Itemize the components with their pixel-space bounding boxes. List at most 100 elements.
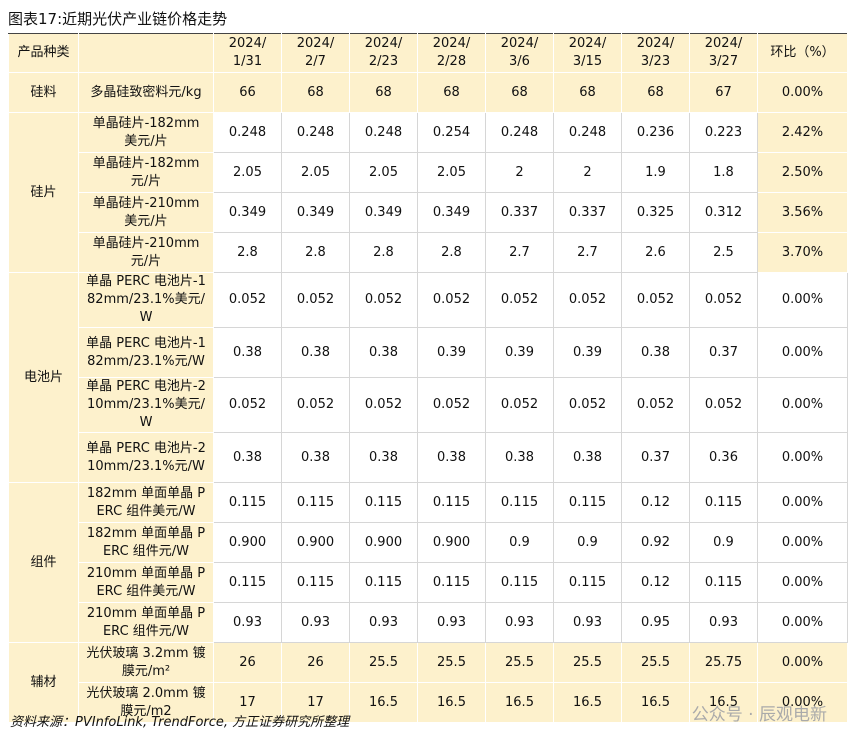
product-label: 单晶 PERC 电池片-210mm/23.1%美元/W bbox=[86, 379, 206, 430]
value-cell: 0.248 bbox=[485, 112, 554, 153]
value-cell: 0.38 bbox=[213, 432, 282, 483]
value-cell: 0.052 bbox=[213, 377, 282, 433]
value-cell: 0.052 bbox=[417, 272, 486, 328]
value-cell: 25.5 bbox=[621, 642, 690, 683]
product-label: 多晶硅致密料元/kg bbox=[90, 84, 202, 100]
change-cell: 0.00% bbox=[757, 72, 848, 113]
value-cell: 68 bbox=[281, 72, 350, 113]
value-cell: 0.115 bbox=[281, 562, 350, 603]
table-row: 单晶 PERC 电池片-210mm/23.1%元/W 0.38 0.38 0.38 0.… bbox=[9, 432, 848, 483]
value-cell: 0.115 bbox=[553, 562, 622, 603]
product-cell: 182mm 单面单晶 PERC 组件元/W bbox=[78, 522, 214, 563]
table-row: 210mm 单面单晶 PERC 组件元/W 0.93 0.93 0.93 0.93 0.9… bbox=[9, 602, 848, 643]
product-label: 单晶硅片-182mm 元/片 bbox=[92, 155, 200, 189]
change-cell: 0.00% bbox=[757, 272, 848, 328]
value-cell: 0.115 bbox=[689, 562, 758, 603]
value-cell: 0.93 bbox=[689, 602, 758, 643]
value-cell: 17 bbox=[281, 682, 350, 723]
table-row: 单晶硅片-182mm 元/片 2.05 2.05 2.05 2.05 2 2 1.9 1.8 2.… bbox=[9, 152, 848, 193]
value-cell: 0.236 bbox=[621, 112, 690, 153]
value-cell: 0.052 bbox=[417, 377, 486, 433]
change-cell: 0.00% bbox=[757, 522, 848, 563]
header-row: 产品种类 2024/1/31 2024/2/7 2024/2/23 2024/2/28 2… bbox=[8, 33, 848, 73]
table-row: 210mm 单面单晶 PERC 组件美元/W 0.115 0.115 0.115 0.1… bbox=[9, 562, 848, 603]
value-cell: 0.349 bbox=[349, 192, 418, 233]
value-cell: 1.8 bbox=[689, 152, 758, 193]
value-cell: 0.115 bbox=[417, 482, 486, 523]
value-cell: 0.254 bbox=[417, 112, 486, 153]
value-cell: 0.115 bbox=[349, 482, 418, 523]
value-cell: 2.7 bbox=[553, 232, 622, 273]
table-row: 硅片 单晶硅片-182mm 美元/片 0.248 0.248 0.248 0.254 0.2… bbox=[8, 112, 848, 273]
value-cell: 16.5 bbox=[349, 682, 418, 723]
value-cell: 0.052 bbox=[689, 377, 758, 433]
price-table: 产品种类 2024/1/31 2024/2/7 2024/2/23 2024/2/28 2… bbox=[8, 33, 848, 723]
value-cell: 68 bbox=[349, 72, 418, 113]
value-cell: 0.052 bbox=[485, 377, 554, 433]
value-cell: 0.9 bbox=[689, 522, 758, 563]
value-cell: 0.337 bbox=[485, 192, 554, 233]
value-cell: 2.05 bbox=[417, 152, 486, 193]
value-cell: 0.052 bbox=[213, 272, 282, 328]
table-row: 单晶 PERC 电池片-210mm/23.1%美元/W 0.052 0.052 0.0… bbox=[9, 377, 848, 433]
header-cell: 2024/3/6 bbox=[485, 33, 554, 73]
value-cell: 0.115 bbox=[213, 482, 282, 523]
value-cell: 26 bbox=[213, 642, 282, 683]
product-cell: 单晶 PERC 电池片-182mm/23.1%美元/W bbox=[78, 272, 214, 328]
change-cell: 2.50% bbox=[757, 152, 848, 193]
value-cell: 0.93 bbox=[417, 602, 486, 643]
date-label: 2024/2/7 bbox=[296, 36, 335, 69]
value-cell: 2.8 bbox=[417, 232, 486, 273]
value-cell: 0.39 bbox=[553, 327, 622, 378]
header-cell: 2024/3/15 bbox=[553, 33, 622, 73]
group-cell: 辅材 bbox=[8, 642, 79, 723]
date-label: 2024/1/31 bbox=[228, 36, 267, 69]
table-row: 组件 182mm 单面单晶 PERC 组件美元/W 0.115 0.115 0.115 0… bbox=[8, 482, 848, 643]
value-cell: 0.248 bbox=[349, 112, 418, 153]
value-cell: 0.38 bbox=[213, 327, 282, 378]
value-cell: 0.38 bbox=[485, 432, 554, 483]
value-cell: 2.6 bbox=[621, 232, 690, 273]
change-cell: 0.00% bbox=[757, 377, 848, 433]
value-cell: 0.052 bbox=[689, 272, 758, 328]
change-cell: 3.56% bbox=[757, 192, 848, 233]
value-cell: 25.5 bbox=[485, 642, 554, 683]
table-row: 单晶硅片-210mm 美元/片 0.349 0.349 0.349 0.349 0.337… bbox=[9, 192, 848, 233]
date-label: 2024/3/15 bbox=[568, 36, 607, 69]
date-label: 2024/2/23 bbox=[364, 36, 403, 69]
value-cell: 25.5 bbox=[553, 642, 622, 683]
date-label: 2024/3/23 bbox=[636, 36, 675, 69]
date-label: 2024/3/27 bbox=[704, 36, 743, 69]
value-cell: 0.248 bbox=[281, 112, 350, 153]
value-cell: 2.05 bbox=[281, 152, 350, 193]
value-cell: 0.93 bbox=[349, 602, 418, 643]
value-cell: 0.349 bbox=[281, 192, 350, 233]
table-row: 光伏玻璃 2.0mm 镀膜元/m2 17 17 16.5 16.5 16.5 16.5 16.… bbox=[9, 682, 848, 723]
product-cell: 单晶硅片-182mm 美元/片 bbox=[78, 112, 214, 153]
date-label: 2024/2/28 bbox=[432, 36, 471, 69]
value-cell: 0.115 bbox=[281, 482, 350, 523]
header-cell: 2024/3/27 bbox=[689, 33, 758, 73]
header-cell: 2024/2/7 bbox=[281, 33, 350, 73]
table-row: 单晶硅片-210mm 元/片 2.8 2.8 2.8 2.8 2.7 2.7 2.6 2.5 3.… bbox=[9, 232, 848, 273]
change-cell: 0.00% bbox=[757, 602, 848, 643]
value-cell: 0.9 bbox=[553, 522, 622, 563]
value-cell: 0.92 bbox=[621, 522, 690, 563]
value-cell: 0.052 bbox=[349, 377, 418, 433]
value-cell: 0.93 bbox=[213, 602, 282, 643]
table-row: 硅料 多晶硅致密料元/kg 66 68 68 68 68 68 68 67 0.00% bbox=[8, 72, 848, 113]
product-cell: 210mm 单面单晶 PERC 组件美元/W bbox=[78, 562, 214, 603]
source-note: 资料来源：PVInfoLink, TrendForce, 方正证券研究所整理 bbox=[10, 715, 350, 730]
value-cell: 2.05 bbox=[213, 152, 282, 193]
value-cell: 16.5 bbox=[621, 682, 690, 723]
value-cell: 16.5 bbox=[553, 682, 622, 723]
value-cell: 0.349 bbox=[417, 192, 486, 233]
product-label: 210mm 单面单晶 PERC 组件元/W bbox=[86, 605, 206, 639]
value-cell: 0.39 bbox=[485, 327, 554, 378]
value-cell: 0.9 bbox=[485, 522, 554, 563]
value-cell: 0.115 bbox=[213, 562, 282, 603]
product-label: 单晶 PERC 电池片-210mm/23.1%元/W bbox=[86, 440, 206, 474]
value-cell: 2.05 bbox=[349, 152, 418, 193]
value-cell: 0.337 bbox=[553, 192, 622, 233]
